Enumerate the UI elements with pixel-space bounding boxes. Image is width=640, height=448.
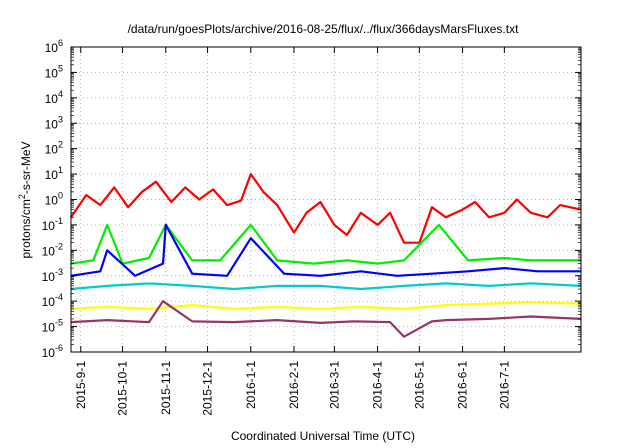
y-tick-label: 103 xyxy=(45,114,63,131)
x-axis: 2015-9-1 2015-10-1 2015-11-1 2015-12-1 2016-… xyxy=(74,47,511,416)
x-tick-label: 2016-4-1 xyxy=(371,361,385,409)
y-axis-label: protons/cm2-s-sr-MeV xyxy=(17,141,33,258)
x-tick-label: 2016-5-1 xyxy=(412,361,426,409)
y-tick-label: 10-5 xyxy=(42,318,63,335)
y-tick-label: 106 xyxy=(45,38,63,55)
series-line-6 xyxy=(70,301,582,310)
series-line-1 xyxy=(70,173,582,244)
y-tick-label: 10-1 xyxy=(42,216,63,233)
series-line-3 xyxy=(70,282,582,291)
y-tick-label: 10-6 xyxy=(42,343,63,360)
x-tick-label: 2015-10-1 xyxy=(116,361,130,416)
series-line-2 xyxy=(70,223,581,265)
x-tick-label: 2016-2-1 xyxy=(287,361,301,409)
y-tick-label: 100 xyxy=(45,191,63,208)
grid xyxy=(71,47,581,352)
x-tick-label: 2015-11-1 xyxy=(159,361,173,415)
x-tick-label: 2016-3-1 xyxy=(327,361,341,409)
series-layer xyxy=(70,173,582,338)
y-tick-label: 104 xyxy=(45,89,63,106)
series-line-7 xyxy=(70,300,582,338)
x-tick-label: 2016-1-1 xyxy=(244,361,258,409)
y-tick-label: 10-2 xyxy=(42,241,63,258)
series-line-4 xyxy=(70,223,581,277)
x-tick-label: 2015-9-1 xyxy=(74,361,88,409)
y-tick-label: 10-3 xyxy=(42,267,63,284)
x-tick-label: 2016-6-1 xyxy=(456,361,470,409)
y-tick-label: 101 xyxy=(45,165,63,182)
series-line-5 xyxy=(70,274,582,283)
y-axis: 10-6 10-5 10-4 10-3 10-2 10-1 100 101 102 103 104 1… xyxy=(42,38,581,360)
y-tick-label: 105 xyxy=(45,63,63,80)
x-tick-label: 2015-12-1 xyxy=(201,361,215,416)
chart-title: /data/run/goesPlots/archive/2016-08-25/f… xyxy=(128,22,520,36)
y-tick-label: 102 xyxy=(45,140,63,157)
y-tick-label: 10-4 xyxy=(42,292,63,309)
x-axis-label: Coordinated Universal Time (UTC) xyxy=(231,429,415,443)
x-tick-label: 2016-7-1 xyxy=(497,361,511,409)
